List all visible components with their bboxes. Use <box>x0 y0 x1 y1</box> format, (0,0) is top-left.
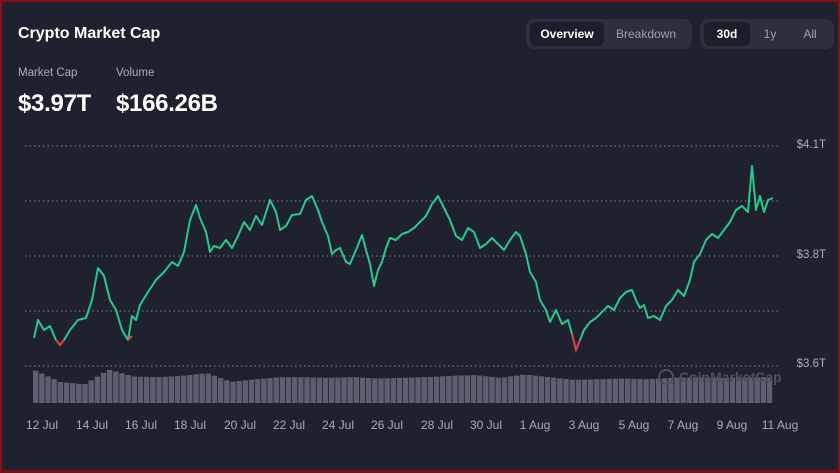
tab-breakdown[interactable]: Breakdown <box>615 27 677 41</box>
x-tick-label: 24 Jul <box>321 418 355 432</box>
x-tick-label: 26 Jul <box>370 418 404 432</box>
x-tick-label: 7 Aug <box>667 418 699 432</box>
x-tick-label: 16 Jul <box>124 418 158 432</box>
price-line <box>33 165 774 354</box>
x-tick-label: 20 Jul <box>223 418 257 432</box>
x-tick-label: 5 Aug <box>618 418 650 432</box>
y-tick-label: $3.6T <box>796 358 826 370</box>
x-tick-label: 30 Jul <box>469 418 503 432</box>
coinmarketcap-logo-icon <box>658 369 674 385</box>
y-tick-label: $4.1T <box>796 139 826 151</box>
volume-bars <box>33 369 773 403</box>
x-tick-label: 3 Aug <box>568 418 600 432</box>
coinmarketcap-watermark: CoinMarketCap <box>658 369 782 385</box>
x-tick-label: 14 Jul <box>75 418 109 432</box>
x-tick-label: 28 Jul <box>420 418 454 432</box>
volume-value: $166.26B <box>116 90 218 117</box>
x-tick-label: 1 Aug <box>519 418 551 432</box>
range-1y[interactable]: 1y <box>763 27 777 41</box>
view-toggle: Overview Breakdown <box>526 19 692 49</box>
y-tick-label: $3.8T <box>796 249 826 261</box>
x-tick-label: 18 Jul <box>173 418 207 432</box>
market-cap-label: Market Cap <box>18 67 78 79</box>
volume-label: Volume <box>116 67 155 79</box>
x-tick-label: 12 Jul <box>25 418 59 432</box>
page-title: Crypto Market Cap <box>18 25 161 42</box>
market-cap-value: $3.97T <box>18 90 91 117</box>
range-30d[interactable]: 30d <box>704 22 750 46</box>
x-tick-label: 11 Aug <box>761 418 799 432</box>
range-all[interactable]: All <box>803 27 817 41</box>
x-tick-label: 9 Aug <box>716 418 748 432</box>
chart-gridlines <box>25 145 780 367</box>
tab-overview[interactable]: Overview <box>530 22 604 46</box>
x-tick-label: 22 Jul <box>272 418 306 432</box>
range-toggle: 30d 1y All <box>700 19 834 49</box>
